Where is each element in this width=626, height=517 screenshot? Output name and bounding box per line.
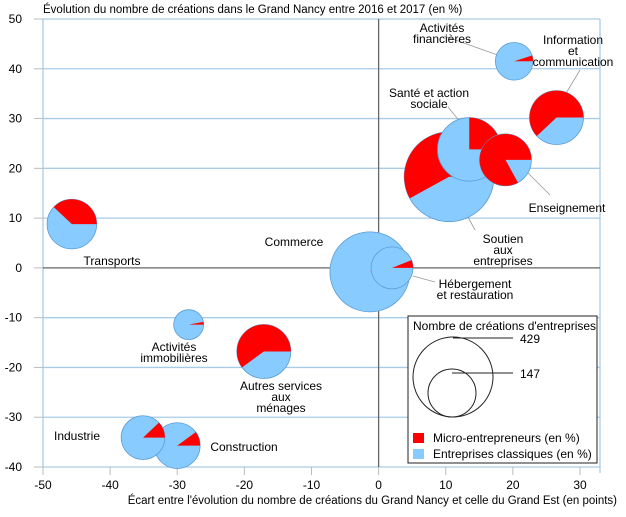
bubble-label-line: Activités bbox=[152, 340, 197, 354]
bubble-label: Santé et action sociale bbox=[389, 86, 469, 111]
bubble-label: Activités immobilières bbox=[140, 340, 207, 365]
pie-slice-micro bbox=[143, 422, 165, 438]
y-tick-label: 50 bbox=[9, 12, 23, 26]
pie-slice-micro bbox=[53, 199, 97, 225]
x-tick-label: -10 bbox=[303, 478, 321, 492]
bubble-label-line: aux bbox=[271, 390, 290, 404]
y-tick-label: 10 bbox=[9, 211, 23, 225]
bubble-label-line: ménages bbox=[256, 401, 305, 415]
chart-title: Évolution du nombre de créations dans le… bbox=[43, 3, 463, 16]
bubble-label-line: Transports bbox=[84, 254, 141, 268]
bubble-autres-services-aux-m-nages bbox=[236, 324, 292, 379]
leader-line bbox=[564, 69, 581, 96]
pie-slice-micro bbox=[392, 260, 414, 268]
legend-size-value-small: 147 bbox=[520, 367, 540, 381]
bubble-label: Activités financières bbox=[413, 21, 471, 46]
y-tick-label: -20 bbox=[5, 360, 23, 374]
legend-box bbox=[407, 315, 598, 464]
x-tick-label: 20 bbox=[506, 478, 520, 492]
bubble-label-line: Enseignement bbox=[529, 201, 606, 215]
bubble-label-line: Industrie bbox=[54, 429, 100, 443]
pie-slice-micro bbox=[177, 432, 201, 446]
legend-title: Nombre de créations d'entreprises bbox=[413, 319, 596, 333]
bubble-enseignement bbox=[479, 133, 532, 187]
x-tick-label: -50 bbox=[34, 478, 52, 492]
bubble-label-line: et bbox=[568, 44, 579, 58]
bubble-label-line: et restauration bbox=[437, 288, 514, 302]
bubble-label: Hébergement et restauration bbox=[437, 277, 514, 302]
leader-line bbox=[443, 35, 507, 59]
bubble-activit-s-financi-res bbox=[494, 42, 534, 81]
bubble-h-bergement-et-restauration bbox=[370, 246, 414, 290]
bubble-label: Information et communication bbox=[533, 33, 614, 69]
bubble-label-line: aux bbox=[493, 243, 512, 257]
x-axis-label: Écart entre l'évolution du nombre de cré… bbox=[128, 494, 617, 507]
x-tick-label: 0 bbox=[375, 478, 382, 492]
bubble-label-line: Activités bbox=[420, 21, 465, 35]
bubble-label: Transports bbox=[84, 254, 141, 268]
legend-size-value-large: 429 bbox=[520, 332, 540, 346]
bubble-industrie bbox=[120, 415, 166, 460]
pie-slice-micro bbox=[514, 55, 534, 62]
leader-line bbox=[412, 275, 436, 283]
y-tick-label: -40 bbox=[5, 460, 23, 474]
bubble-label-line: communication bbox=[533, 55, 614, 69]
pie-slice-micro bbox=[236, 324, 291, 368]
bubble-labels: Activités financières Information et communi… bbox=[54, 21, 613, 454]
y-tick-label: 40 bbox=[9, 62, 23, 76]
legend-label-micro: Micro-entrepreneurs (en %) bbox=[433, 431, 580, 445]
bubble-label-line: Santé et action bbox=[389, 86, 469, 100]
y-tick-label: -30 bbox=[5, 410, 23, 424]
bubble-label-line: immobilières bbox=[140, 351, 207, 365]
y-tick-label: 0 bbox=[15, 261, 22, 275]
legend-swatch-classic bbox=[413, 449, 424, 459]
pie-slice-micro bbox=[529, 90, 584, 137]
bubble-label-line: entreprises bbox=[473, 254, 532, 268]
y-tick-label: -10 bbox=[5, 311, 23, 325]
grid bbox=[42, 18, 601, 473]
bubble-information-et-communication bbox=[529, 90, 584, 145]
leader-line bbox=[524, 169, 551, 196]
bubble-transports bbox=[46, 198, 98, 250]
x-tick-label: -30 bbox=[169, 478, 187, 492]
bubble-label: Enseignement bbox=[529, 201, 606, 215]
bubble-label: Soutien aux entreprises bbox=[473, 232, 532, 268]
x-tick-label: 30 bbox=[573, 478, 587, 492]
bubbles bbox=[46, 42, 584, 469]
bubble-activit-s-immobili-res bbox=[173, 309, 205, 340]
legend-size-circle-small bbox=[427, 368, 477, 418]
bubble-label: Industrie bbox=[54, 429, 100, 443]
bubble-label-line: Information bbox=[543, 33, 603, 47]
pie-slice-micro bbox=[188, 321, 204, 325]
bubble-label-line: Commerce bbox=[265, 235, 324, 249]
x-tick-label: 10 bbox=[439, 478, 453, 492]
bubble-label-line: Autres services bbox=[240, 379, 322, 393]
bubble-label: Autres services aux ménages bbox=[240, 379, 322, 415]
legend-swatch-micro bbox=[413, 433, 424, 443]
bubble-label: Construction bbox=[210, 440, 277, 454]
y-tick-label: 30 bbox=[9, 112, 23, 126]
pie-slice-micro bbox=[479, 133, 532, 186]
bubble-label-line: Soutien bbox=[483, 232, 524, 246]
bubble-label-line: financières bbox=[413, 32, 471, 46]
bubble-label: Commerce bbox=[265, 235, 324, 249]
legend: Nombre de créations d'entreprises 429 14… bbox=[407, 315, 598, 464]
bubble-label-line: sociale bbox=[410, 97, 448, 111]
x-tick-label: -40 bbox=[101, 478, 119, 492]
bubble-label-line: Hébergement bbox=[439, 277, 512, 291]
y-tick-label: 20 bbox=[9, 161, 23, 175]
bubble-label-line: Construction bbox=[210, 440, 277, 454]
legend-label-classic: Entreprises classiques (en %) bbox=[433, 447, 592, 461]
x-tick-label: -20 bbox=[236, 478, 254, 492]
